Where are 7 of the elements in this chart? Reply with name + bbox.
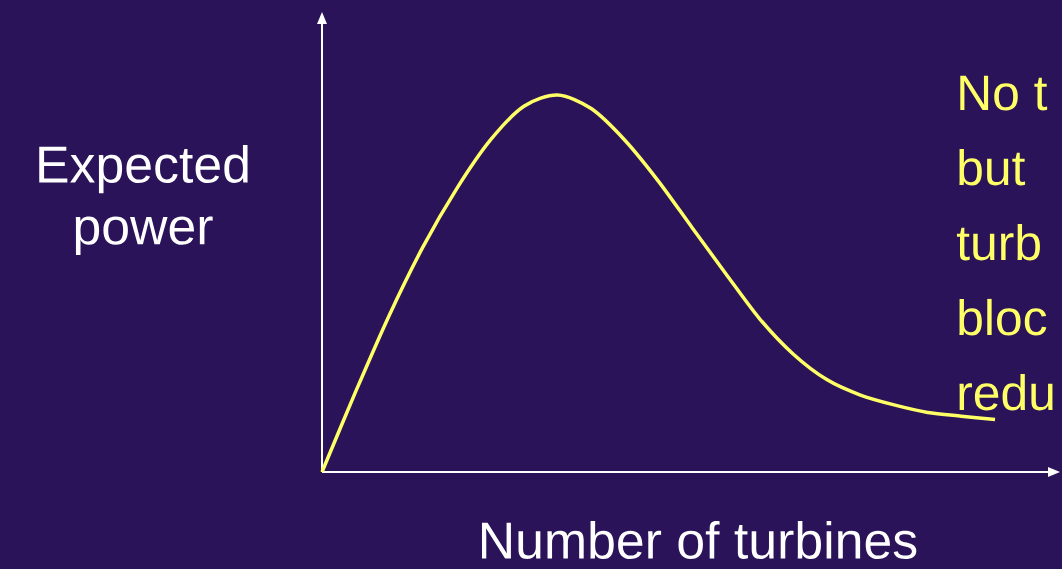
- annotation: but: [959, 148, 1026, 186]
- x-axis-title: Number of turbines: [481, 520, 917, 559]
- annotation: redu: [959, 373, 1053, 411]
- y-axis-title: Expected power: [39, 144, 248, 256]
- annotation: bloc: [959, 298, 1047, 336]
- annotation: No t: [960, 75, 1048, 111]
- annotation: turb: [956, 223, 1040, 261]
